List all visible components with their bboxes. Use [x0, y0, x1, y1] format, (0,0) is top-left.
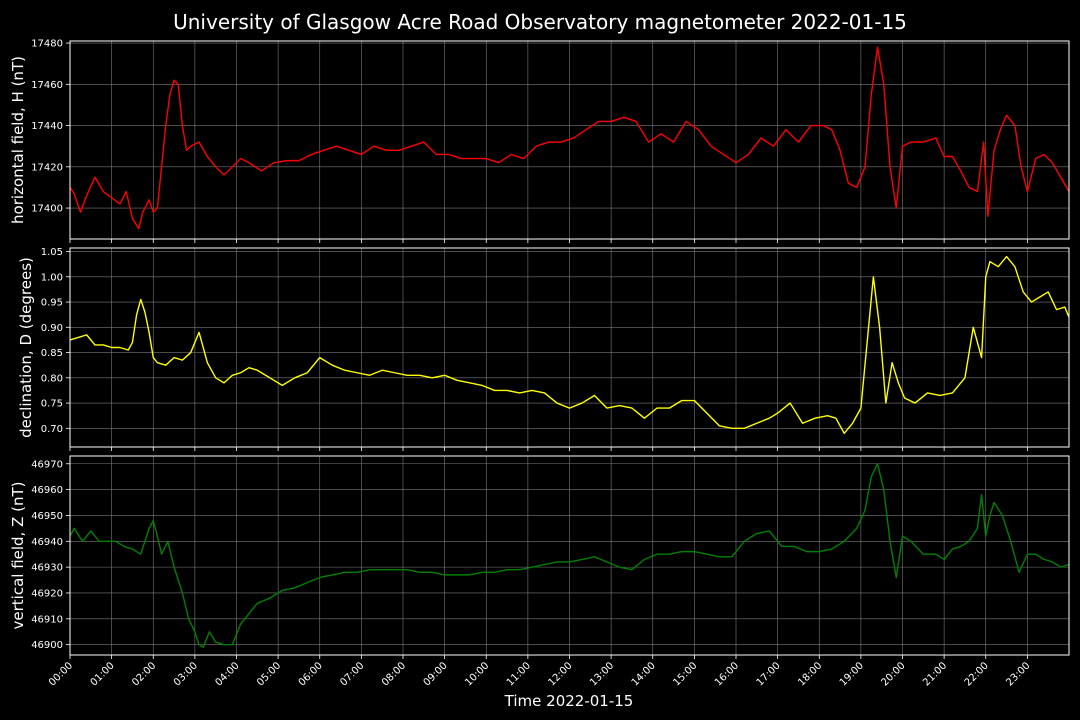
y-tick-label: 46940 [31, 537, 63, 548]
panel-vertical-field: 46900 46910 46920 46930 46940 46950 46960 46970… [9, 455, 1070, 659]
panel-horizontal-field: 17400 17420 17440 17460 17480 horizontal fiel… [9, 39, 1070, 243]
figure-title: University of Glasgow Acre Road Observat… [173, 10, 907, 34]
y-tick-label: 0.70 [41, 424, 63, 435]
panel-declination: 0.70 0.75 0.80 0.85 0.90 0.95 1.00 1.05 declinat… [17, 247, 1070, 451]
y-axis-label: horizontal field, H (nT) [9, 56, 27, 224]
y-tick-label: 17400 [31, 204, 63, 215]
y-tick-label: 46910 [31, 614, 63, 625]
x-axis-label: Time 2022-01-15 [504, 692, 634, 710]
y-tick-label: 17460 [31, 80, 63, 91]
y-tick-label: 0.95 [41, 298, 63, 309]
axes-frame [69, 40, 1070, 240]
y-axis-label: vertical field, Z (nT) [9, 481, 27, 629]
axes-frame [69, 247, 1070, 448]
y-tick-label: 0.90 [41, 323, 63, 334]
y-tick-label: 46900 [31, 640, 63, 651]
y-tick-label: 1.00 [41, 272, 63, 283]
y-tick-label: 46970 [31, 459, 63, 470]
y-tick-label: 17420 [31, 162, 63, 173]
axes-frame [69, 455, 1070, 656]
y-tick-label: 46950 [31, 511, 63, 522]
y-tick-label: 0.85 [41, 348, 63, 359]
y-tick-label: 1.05 [41, 247, 63, 258]
y-tick-label: 17480 [31, 39, 63, 50]
y-tick-label: 46920 [31, 588, 63, 599]
series-line-Z [69, 463, 1070, 648]
y-axis-label: declination, D (degrees) [17, 257, 35, 438]
y-tick-label: 0.80 [41, 373, 63, 384]
series-line-H [69, 46, 1070, 230]
y-tick-label: 0.75 [41, 399, 63, 410]
y-tick-label: 46960 [31, 485, 63, 496]
series-line-D [69, 255, 1070, 435]
y-tick-label: 17440 [31, 121, 63, 132]
y-tick-label: 46930 [31, 563, 63, 574]
